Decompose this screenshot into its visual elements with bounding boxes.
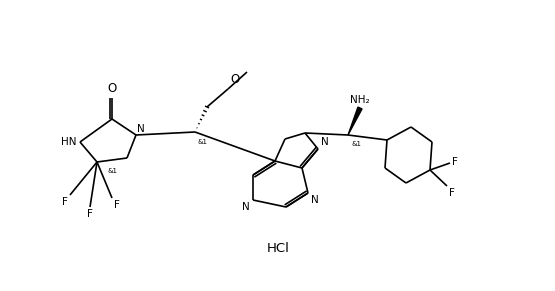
Text: F: F xyxy=(62,197,68,207)
Text: &1: &1 xyxy=(198,139,208,145)
Polygon shape xyxy=(348,107,362,135)
Text: HCl: HCl xyxy=(266,242,290,255)
Text: F: F xyxy=(452,157,458,167)
Text: HN: HN xyxy=(62,137,77,147)
Text: &1: &1 xyxy=(107,168,117,174)
Text: N: N xyxy=(242,202,250,212)
Text: &1: &1 xyxy=(351,141,361,147)
Text: N: N xyxy=(311,195,319,205)
Text: O: O xyxy=(230,73,239,86)
Text: O: O xyxy=(107,82,117,95)
Text: NH₂: NH₂ xyxy=(350,95,370,105)
Text: N: N xyxy=(321,137,329,147)
Text: F: F xyxy=(87,209,93,219)
Text: N: N xyxy=(137,124,145,134)
Text: F: F xyxy=(114,200,120,210)
Text: F: F xyxy=(449,188,455,198)
